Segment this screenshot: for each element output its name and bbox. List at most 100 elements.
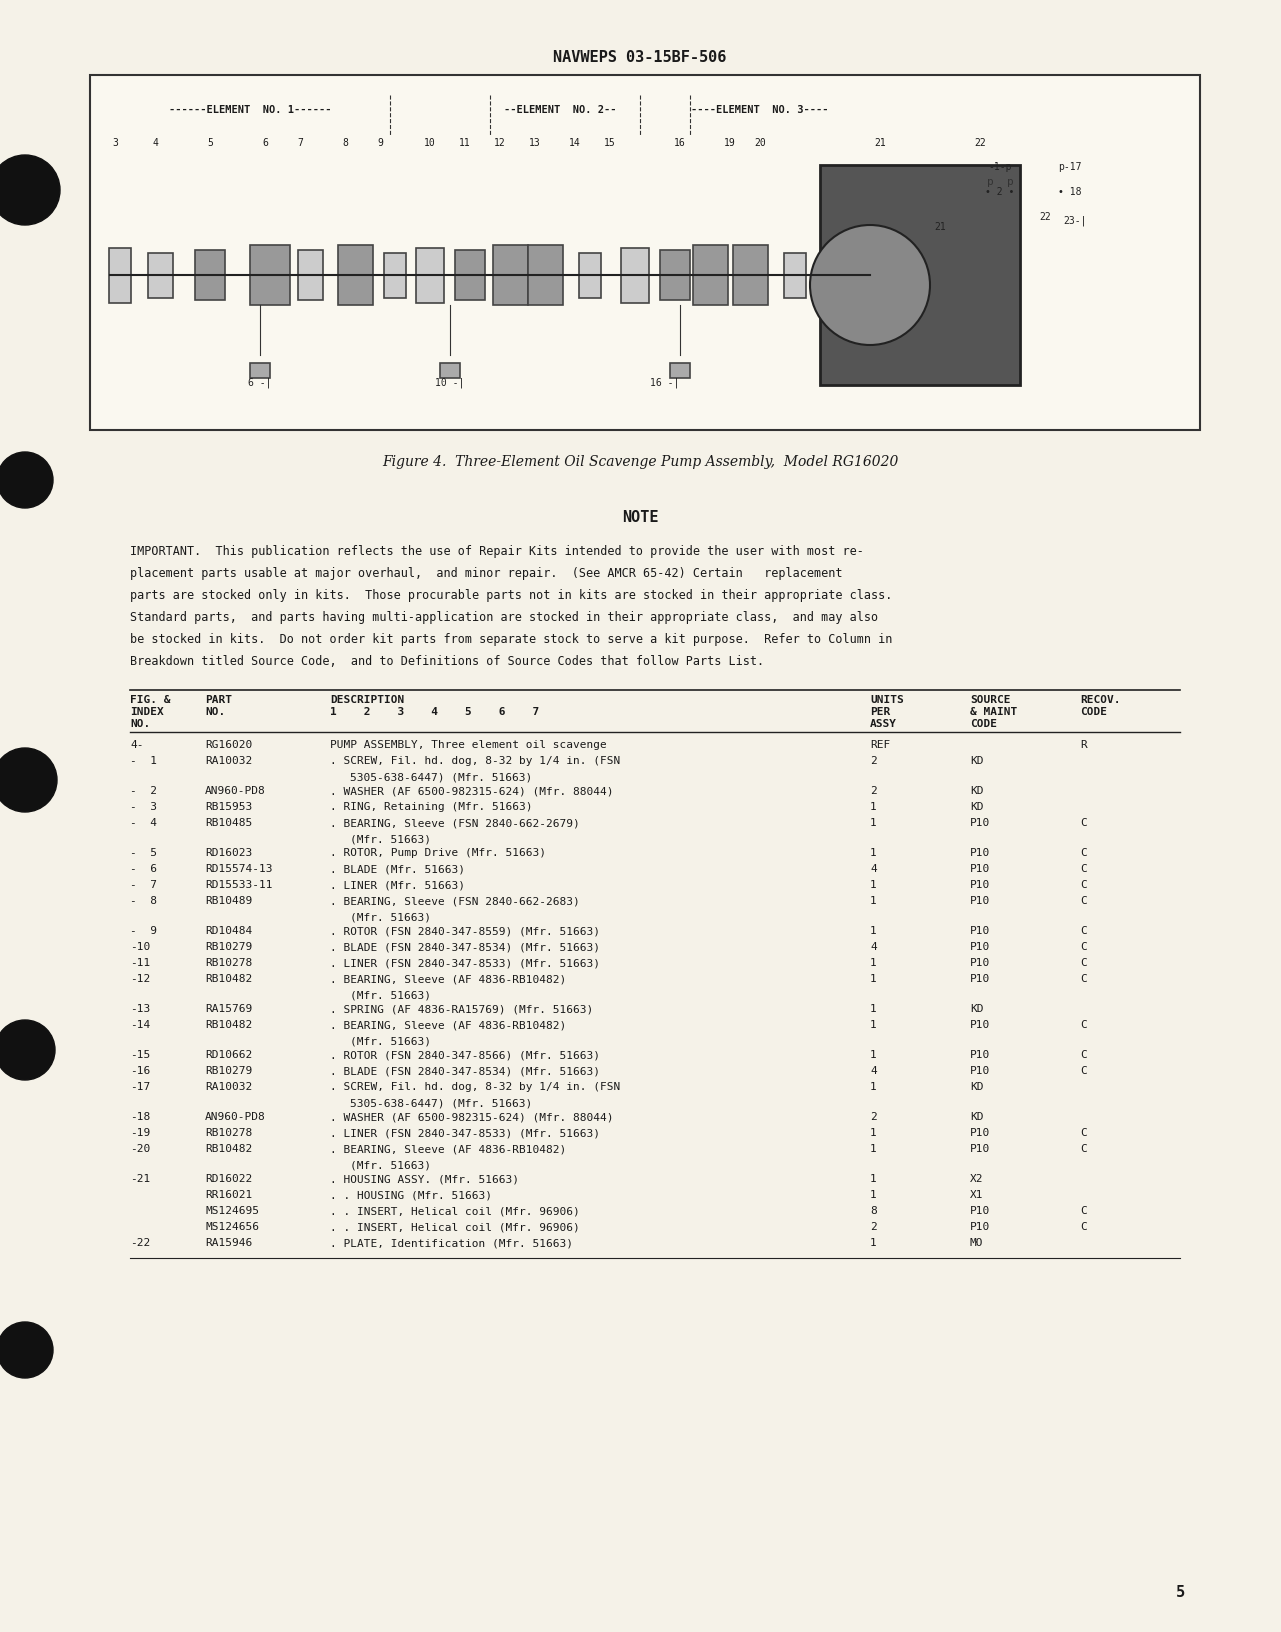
Text: C: C bbox=[1080, 942, 1086, 951]
Text: C: C bbox=[1080, 1049, 1086, 1061]
Text: 1: 1 bbox=[870, 880, 876, 889]
Text: P10: P10 bbox=[970, 1144, 990, 1154]
Text: 2: 2 bbox=[870, 1111, 876, 1123]
Text: 1: 1 bbox=[870, 1144, 876, 1154]
Text: -19: -19 bbox=[129, 1128, 150, 1138]
Text: 15: 15 bbox=[605, 139, 616, 149]
Text: • 2 •: • 2 • bbox=[985, 188, 1015, 197]
Text: . BEARING, Sleeve (AF 4836-RB10482): . BEARING, Sleeve (AF 4836-RB10482) bbox=[330, 1020, 566, 1030]
Bar bbox=[416, 248, 445, 302]
Text: . HOUSING ASSY. (Mfr. 51663): . HOUSING ASSY. (Mfr. 51663) bbox=[330, 1173, 519, 1183]
Text: . ROTOR, Pump Drive (Mfr. 51663): . ROTOR, Pump Drive (Mfr. 51663) bbox=[330, 849, 546, 858]
Text: -14: -14 bbox=[129, 1020, 150, 1030]
Text: R: R bbox=[1080, 739, 1086, 751]
Text: -21: -21 bbox=[129, 1173, 150, 1183]
Text: IMPORTANT.  This publication reflects the use of Repair Kits intended to provide: IMPORTANT. This publication reflects the… bbox=[129, 545, 863, 558]
Text: -  3: - 3 bbox=[129, 801, 158, 813]
Text: 4-: 4- bbox=[129, 739, 143, 751]
Text: P10: P10 bbox=[970, 1206, 990, 1216]
Text: & MAINT: & MAINT bbox=[970, 707, 1017, 716]
Text: AN960-PD8: AN960-PD8 bbox=[205, 787, 265, 796]
Text: RD16022: RD16022 bbox=[205, 1173, 252, 1183]
Bar bbox=[250, 362, 270, 377]
Circle shape bbox=[810, 225, 930, 344]
Text: . WASHER (AF 6500-982315-624) (Mfr. 88044): . WASHER (AF 6500-982315-624) (Mfr. 8804… bbox=[330, 787, 614, 796]
Text: RG16020: RG16020 bbox=[205, 739, 252, 751]
Text: PER: PER bbox=[870, 707, 890, 716]
Text: PART: PART bbox=[205, 695, 232, 705]
Text: C: C bbox=[1080, 925, 1086, 937]
Text: 1: 1 bbox=[870, 974, 876, 984]
Text: . . INSERT, Helical coil (Mfr. 96906): . . INSERT, Helical coil (Mfr. 96906) bbox=[330, 1206, 580, 1216]
Text: 22: 22 bbox=[974, 139, 986, 149]
Bar bbox=[250, 245, 290, 305]
Text: . BEARING, Sleeve (FSN 2840-662-2679): . BEARING, Sleeve (FSN 2840-662-2679) bbox=[330, 818, 580, 827]
Text: AN960-PD8: AN960-PD8 bbox=[205, 1111, 265, 1123]
Text: . BLADE (FSN 2840-347-8534) (Mfr. 51663): . BLADE (FSN 2840-347-8534) (Mfr. 51663) bbox=[330, 942, 600, 951]
Bar bbox=[297, 250, 323, 300]
Text: NAVWEPS 03-15BF-506: NAVWEPS 03-15BF-506 bbox=[553, 51, 726, 65]
Bar bbox=[693, 245, 728, 305]
Text: 9: 9 bbox=[377, 139, 383, 149]
Text: . WASHER (AF 6500-982315-624) (Mfr. 88044): . WASHER (AF 6500-982315-624) (Mfr. 8804… bbox=[330, 1111, 614, 1123]
Text: -  2: - 2 bbox=[129, 787, 158, 796]
Text: 1: 1 bbox=[870, 925, 876, 937]
Bar bbox=[733, 245, 767, 305]
Text: P10: P10 bbox=[970, 1066, 990, 1075]
Text: RB10485: RB10485 bbox=[205, 818, 252, 827]
Text: . BLADE (FSN 2840-347-8534) (Mfr. 51663): . BLADE (FSN 2840-347-8534) (Mfr. 51663) bbox=[330, 1066, 600, 1075]
Text: 10: 10 bbox=[424, 139, 436, 149]
Text: 23-|: 23-| bbox=[1063, 215, 1086, 225]
Text: (Mfr. 51663): (Mfr. 51663) bbox=[350, 1036, 430, 1046]
Text: UNITS: UNITS bbox=[870, 695, 904, 705]
Text: . BLADE (Mfr. 51663): . BLADE (Mfr. 51663) bbox=[330, 863, 465, 875]
Text: 3: 3 bbox=[111, 139, 118, 149]
Text: -20: -20 bbox=[129, 1144, 150, 1154]
Circle shape bbox=[0, 747, 56, 813]
Text: 7: 7 bbox=[297, 139, 302, 149]
Text: KD: KD bbox=[970, 787, 984, 796]
Text: KD: KD bbox=[970, 1082, 984, 1092]
Text: -  5: - 5 bbox=[129, 849, 158, 858]
Text: C: C bbox=[1080, 1144, 1086, 1154]
Bar bbox=[455, 250, 485, 300]
Text: . BEARING, Sleeve (AF 4836-RB10482): . BEARING, Sleeve (AF 4836-RB10482) bbox=[330, 974, 566, 984]
Text: RECOV.: RECOV. bbox=[1080, 695, 1121, 705]
Text: (Mfr. 51663): (Mfr. 51663) bbox=[350, 912, 430, 922]
Text: 8: 8 bbox=[342, 139, 348, 149]
Text: 2: 2 bbox=[870, 756, 876, 765]
Text: P10: P10 bbox=[970, 974, 990, 984]
Bar bbox=[492, 245, 528, 305]
Bar bbox=[195, 250, 225, 300]
Text: 1: 1 bbox=[870, 1128, 876, 1138]
Text: -15: -15 bbox=[129, 1049, 150, 1061]
Text: Breakdown titled Source Code,  and to Definitions of Source Codes that follow Pa: Breakdown titled Source Code, and to Def… bbox=[129, 654, 765, 667]
Bar bbox=[784, 253, 806, 297]
Text: . LINER (Mfr. 51663): . LINER (Mfr. 51663) bbox=[330, 880, 465, 889]
Text: p: p bbox=[986, 176, 993, 188]
Text: 14: 14 bbox=[569, 139, 580, 149]
Text: 21: 21 bbox=[874, 139, 886, 149]
Text: P10: P10 bbox=[970, 942, 990, 951]
Text: 1: 1 bbox=[870, 801, 876, 813]
Text: 1: 1 bbox=[870, 1239, 876, 1248]
Text: RA15946: RA15946 bbox=[205, 1239, 252, 1248]
Text: RR16021: RR16021 bbox=[205, 1190, 252, 1200]
Text: P10: P10 bbox=[970, 880, 990, 889]
Text: C: C bbox=[1080, 1020, 1086, 1030]
Text: 1: 1 bbox=[870, 1020, 876, 1030]
Bar bbox=[528, 245, 562, 305]
Text: RB10482: RB10482 bbox=[205, 974, 252, 984]
Bar bbox=[109, 248, 131, 302]
Text: KD: KD bbox=[970, 1111, 984, 1123]
Text: C: C bbox=[1080, 1128, 1086, 1138]
Text: -  6: - 6 bbox=[129, 863, 158, 875]
Circle shape bbox=[0, 155, 60, 225]
Text: P10: P10 bbox=[970, 1020, 990, 1030]
Text: 12: 12 bbox=[494, 139, 506, 149]
Text: . RING, Retaining (Mfr. 51663): . RING, Retaining (Mfr. 51663) bbox=[330, 801, 533, 813]
Text: P10: P10 bbox=[970, 896, 990, 906]
Text: -  8: - 8 bbox=[129, 896, 158, 906]
Text: 1: 1 bbox=[870, 1190, 876, 1200]
Text: RD15574-13: RD15574-13 bbox=[205, 863, 273, 875]
